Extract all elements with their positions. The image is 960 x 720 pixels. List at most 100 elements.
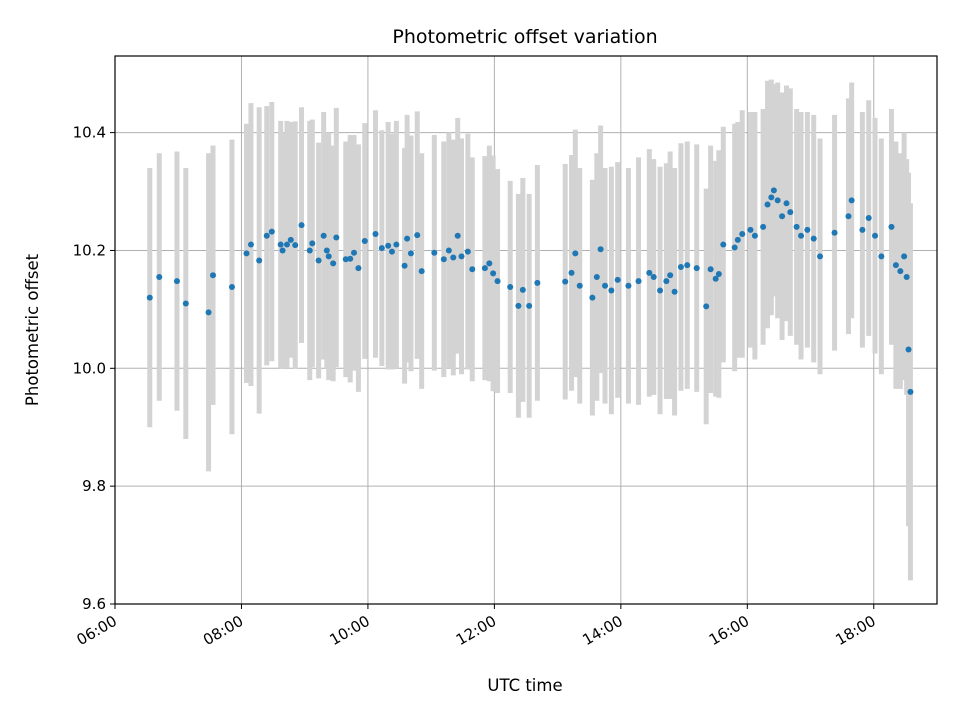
data-point [751,232,758,239]
data-point [712,275,719,282]
data-point [156,273,163,280]
data-point [764,201,771,208]
data-point [256,257,263,264]
data-point [283,241,290,248]
data-point [707,266,714,273]
data-point [657,287,664,294]
data-point [330,260,337,267]
data-point [905,346,912,353]
y-tick-label: 10.2 [73,241,106,259]
data-point [287,236,294,243]
data-point [515,302,522,309]
data-point [774,197,781,204]
data-point [576,282,583,289]
data-point [878,253,885,260]
data-point [355,265,362,272]
data-point [431,249,438,256]
data-point [845,213,852,220]
data-point [507,283,514,290]
data-point [810,235,817,242]
data-point [897,268,904,275]
data-point [589,294,596,301]
y-tick-label: 10.0 [73,359,106,377]
data-point [787,209,794,216]
data-point [292,242,299,249]
data-point [173,278,180,285]
data-point [393,241,400,248]
data-point [779,213,786,220]
data-point [450,254,457,261]
data-point [325,253,332,260]
data-point [770,187,777,194]
x-axis-label: UTC time [487,676,562,695]
data-point [804,226,811,233]
data-point [901,253,908,260]
data-point [568,269,575,276]
data-point [783,200,790,207]
data-point [494,278,501,285]
data-point [146,294,153,301]
data-point [614,276,621,283]
data-point [277,241,284,248]
data-point [414,232,421,239]
data-point [731,244,738,251]
data-point [481,265,488,272]
plot-frame [114,55,938,605]
data-point [572,250,579,257]
y-axis-label: Photometric offset [23,253,42,406]
data-point [798,232,805,239]
data-point [597,246,604,253]
data-point [831,229,838,236]
data-point [247,241,254,248]
data-point [342,256,349,263]
y-tick-label: 10.4 [73,124,106,142]
data-point [720,241,727,248]
data-point [534,279,541,286]
data-point [625,282,632,289]
data-point [526,302,533,309]
y-tick-label: 9.8 [82,477,106,495]
data-point [608,287,615,294]
data-point [667,272,674,279]
data-point [663,278,670,285]
data-point [306,247,313,254]
data-point [562,278,569,285]
data-point [793,223,800,230]
data-point [739,230,746,237]
data-point [859,226,866,233]
data-point [205,309,212,316]
data-point [490,270,497,277]
data-point [333,234,340,241]
data-point [418,268,425,275]
data-point [263,232,270,239]
data-point [519,286,526,293]
data-point [715,271,722,278]
data-point [747,226,754,233]
data-point [378,245,385,252]
data-point [760,223,767,230]
y-tick-label: 9.6 [82,595,106,613]
data-point [646,269,653,276]
data-point [650,273,657,280]
data-point [388,248,395,255]
data-point [404,235,411,242]
data-point [817,253,824,260]
data-point [309,240,316,247]
data-point [361,238,368,245]
data-point [440,256,447,263]
data-point [684,262,691,269]
data-point [401,262,408,269]
data-point [445,247,452,254]
data-point [320,232,327,239]
data-point [372,230,379,237]
data-point [385,242,392,249]
data-point [469,266,476,273]
data-point [677,263,684,270]
data-point [243,250,250,257]
chart-title: Photometric offset variation [392,26,657,48]
data-point [693,265,700,272]
data-point [602,282,609,289]
data-point [315,257,322,264]
data-point [892,262,899,269]
data-point [907,388,914,395]
